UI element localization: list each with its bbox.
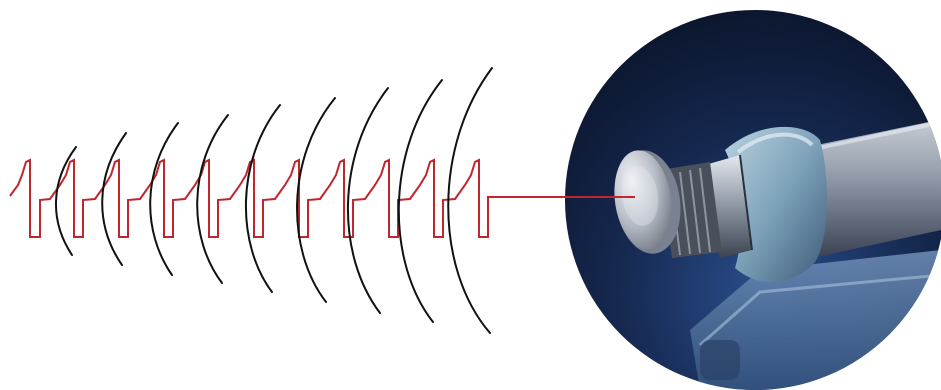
wave-arc: [346, 87, 389, 314]
wave-arc: [244, 104, 281, 293]
wave-arc: [55, 146, 77, 256]
pulse-waveform: [9, 158, 635, 238]
wave-arc: [149, 122, 179, 276]
wave-arc: [196, 114, 229, 284]
wave-arc: [101, 132, 127, 266]
wave-arc: [397, 79, 443, 323]
acoustic-wave-arcs: [55, 67, 493, 334]
wave-arc: [447, 67, 493, 334]
wave-arc: [296, 97, 336, 303]
handpiece-photo: [565, 10, 941, 390]
